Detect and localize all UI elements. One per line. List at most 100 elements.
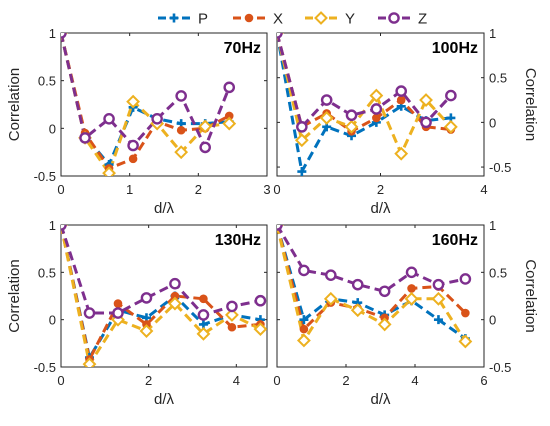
data-point-z bbox=[151, 113, 163, 125]
y-tick-label: 0.5 bbox=[489, 71, 507, 86]
data-point-x bbox=[113, 299, 123, 308]
plot-frame bbox=[276, 224, 485, 368]
x-tick-label: 0 bbox=[57, 373, 64, 388]
data-point-x bbox=[461, 308, 470, 318]
y-tick-label: 0.5 bbox=[38, 74, 56, 89]
plot-area bbox=[61, 33, 237, 176]
data-point-z bbox=[432, 278, 445, 291]
x-axis-label: d/λ bbox=[154, 200, 175, 217]
x-tick-label: 4 bbox=[480, 182, 487, 197]
data-point-z bbox=[112, 307, 124, 319]
data-point-y bbox=[126, 94, 141, 109]
data-point-y bbox=[344, 119, 359, 134]
data-point-p bbox=[433, 315, 443, 325]
data-point-z bbox=[197, 309, 210, 321]
data-point-y bbox=[294, 133, 309, 148]
data-point-z bbox=[445, 89, 457, 102]
data-point-z bbox=[351, 278, 364, 291]
data-point-z bbox=[127, 139, 139, 152]
data-point-z bbox=[199, 141, 211, 154]
x-tick-label: 3 bbox=[263, 182, 270, 197]
data-point-z bbox=[83, 307, 96, 319]
y-tick-label: -0.5 bbox=[34, 169, 56, 184]
data-point-x bbox=[128, 154, 138, 164]
y-tick-label: 0 bbox=[49, 313, 56, 328]
data-point-p bbox=[299, 315, 309, 325]
data-point-y bbox=[196, 326, 211, 341]
y-tick-label: -0.5 bbox=[489, 160, 511, 175]
legend-marker-x bbox=[244, 13, 254, 23]
x-tick-label: 4 bbox=[233, 373, 240, 388]
data-point-z bbox=[298, 264, 310, 277]
data-point-y bbox=[253, 322, 267, 337]
data-point-z bbox=[175, 90, 187, 102]
panel-title: 100Hz bbox=[432, 40, 478, 57]
data-point-y bbox=[394, 146, 409, 161]
data-point-z bbox=[459, 273, 472, 285]
data-point-z bbox=[140, 292, 153, 304]
data-point-z bbox=[420, 116, 432, 129]
data-point-y bbox=[102, 166, 116, 176]
data-point-z bbox=[61, 225, 67, 231]
series-line-z bbox=[277, 33, 452, 129]
panel-100hz: 0 2 4-0.5 0 0.5 1 d/λ Correlation 100Hz bbox=[273, 26, 539, 217]
x-tick-label: 0 bbox=[57, 182, 64, 197]
y-tick-label: 1 bbox=[489, 26, 496, 41]
y-tick-label: 1 bbox=[49, 218, 56, 233]
data-point-y bbox=[174, 145, 189, 160]
x-tick-label: 0 bbox=[273, 182, 280, 197]
series-line-x bbox=[277, 225, 467, 331]
y-tick-label: 0.5 bbox=[38, 265, 56, 280]
data-point-x bbox=[372, 113, 381, 123]
data-point-z bbox=[320, 94, 333, 106]
x-axis-label: d/λ bbox=[370, 391, 391, 408]
data-point-y bbox=[82, 357, 97, 367]
data-point-y bbox=[419, 93, 433, 107]
data-point-z bbox=[378, 285, 391, 298]
x-tick-label: 4 bbox=[411, 373, 418, 388]
data-point-z bbox=[325, 269, 337, 281]
x-axis-label: d/λ bbox=[370, 200, 391, 217]
panel-title: 130Hz bbox=[215, 232, 261, 249]
data-point-z bbox=[61, 33, 67, 39]
plot-frame bbox=[60, 32, 268, 177]
data-point-y bbox=[377, 317, 392, 332]
data-point-y bbox=[323, 291, 338, 306]
data-point-y bbox=[198, 119, 213, 134]
data-point-z bbox=[296, 121, 308, 133]
data-point-y bbox=[139, 324, 154, 338]
y-tick-label: -0.5 bbox=[34, 360, 56, 375]
data-point-y bbox=[404, 291, 419, 306]
legend-label-y: Y bbox=[345, 11, 355, 28]
data-point-y bbox=[222, 116, 237, 131]
data-point-y bbox=[225, 308, 239, 322]
y-tick-label: -0.5 bbox=[489, 360, 511, 375]
legend-marker-p bbox=[169, 13, 179, 23]
data-point-z bbox=[169, 277, 181, 290]
series-line-y bbox=[61, 33, 230, 175]
x-tick-label: 6 bbox=[480, 373, 487, 388]
plot-area bbox=[61, 225, 267, 367]
y-tick-label: 0 bbox=[489, 313, 496, 328]
x-tick-label: 2 bbox=[195, 182, 202, 197]
data-point-y bbox=[458, 334, 473, 349]
y-tick-label: 0.5 bbox=[489, 265, 507, 280]
data-point-x bbox=[199, 294, 208, 304]
data-point-z bbox=[254, 294, 267, 307]
data-point-x bbox=[227, 322, 237, 332]
data-point-y bbox=[319, 110, 334, 125]
y-axis-label: Correlation bbox=[522, 68, 539, 141]
y-tick-label: 1 bbox=[49, 26, 56, 41]
legend-label-z: Z bbox=[418, 11, 427, 28]
x-axis-label: d/λ bbox=[154, 391, 175, 408]
data-point-z bbox=[405, 266, 418, 279]
legend-label-x: X bbox=[273, 11, 283, 28]
data-point-y bbox=[296, 333, 311, 348]
legend-label-p: P bbox=[198, 11, 208, 28]
y-tick-label: 1 bbox=[489, 218, 496, 233]
y-tick-label: 0 bbox=[489, 115, 496, 130]
plot-area bbox=[277, 33, 458, 176]
data-point-y bbox=[431, 291, 446, 306]
